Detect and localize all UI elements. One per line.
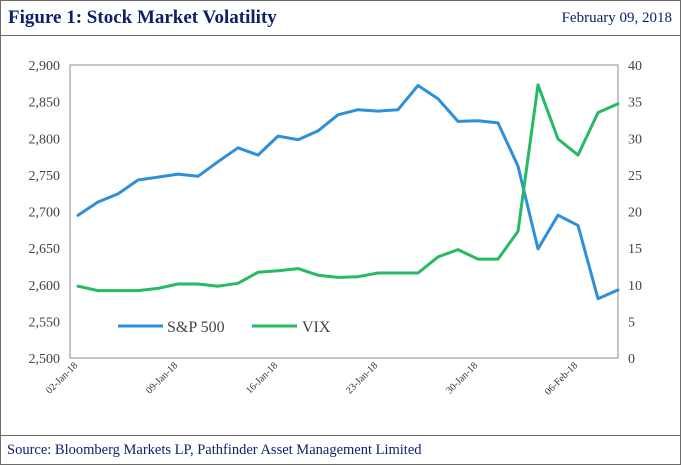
right-tick-label: 35 bbox=[628, 96, 642, 111]
volatility-chart: 2,500 2,550 2,600 2,650 2,700 2,750 2,800 2,850… bbox=[29, 59, 643, 398]
right-tick-label: 30 bbox=[628, 132, 642, 147]
legend-sp500-label: S&P 500 bbox=[167, 319, 225, 336]
left-tick-label: 2,800 bbox=[29, 132, 61, 147]
left-tick-label: 2,900 bbox=[29, 59, 61, 74]
left-tick-label: 2,600 bbox=[29, 279, 61, 294]
left-tick-label: 2,500 bbox=[29, 352, 61, 367]
x-tick-label: 09-Jan-18 bbox=[144, 360, 180, 396]
figure-header: Figure 1: Stock Market Volatility Februa… bbox=[1, 1, 680, 36]
sp500-line bbox=[76, 84, 620, 301]
figure-date: February 09, 2018 bbox=[561, 10, 672, 26]
left-tick-label: 2,750 bbox=[29, 169, 61, 184]
right-tick-label: 15 bbox=[628, 242, 642, 257]
left-tick-label: 2,700 bbox=[29, 206, 61, 221]
x-tick-label: 16-Jan-18 bbox=[244, 360, 280, 396]
right-tick-label: 5 bbox=[628, 315, 635, 330]
left-axis-ticks: 2,500 2,550 2,600 2,650 2,700 2,750 2,800 2,850… bbox=[29, 59, 61, 367]
series-lines bbox=[76, 83, 620, 301]
right-tick-label: 0 bbox=[628, 352, 635, 367]
x-tick-label: 30-Jan-18 bbox=[444, 360, 480, 396]
x-tick-label: 06-Feb-18 bbox=[543, 360, 580, 397]
right-tick-label: 10 bbox=[628, 279, 642, 294]
right-tick-label: 20 bbox=[628, 206, 642, 221]
x-tick-label: 23-Jan-18 bbox=[344, 360, 380, 396]
left-tick-label: 2,850 bbox=[29, 96, 61, 111]
plot-area bbox=[69, 64, 619, 359]
right-tick-label: 25 bbox=[628, 169, 642, 184]
source-note: Source: Bloomberg Markets LP, Pathfinder… bbox=[7, 442, 422, 458]
right-axis-ticks: 0 5 10 15 20 25 30 35 40 bbox=[628, 59, 642, 367]
figure-footer: Source: Bloomberg Markets LP, Pathfinder… bbox=[1, 435, 680, 465]
x-axis-ticks: 02-Jan-18 09-Jan-18 16-Jan-18 23-Jan-18 30-J… bbox=[44, 360, 580, 397]
vix-line bbox=[76, 83, 620, 293]
figure-title: Figure 1: Stock Market Volatility bbox=[8, 7, 277, 28]
legend-vix-label: VIX bbox=[302, 319, 331, 336]
left-tick-label: 2,650 bbox=[29, 242, 61, 257]
left-tick-label: 2,550 bbox=[29, 315, 61, 330]
chart-legend: S&P 500 VIX bbox=[118, 319, 331, 336]
right-tick-label: 40 bbox=[628, 59, 642, 74]
